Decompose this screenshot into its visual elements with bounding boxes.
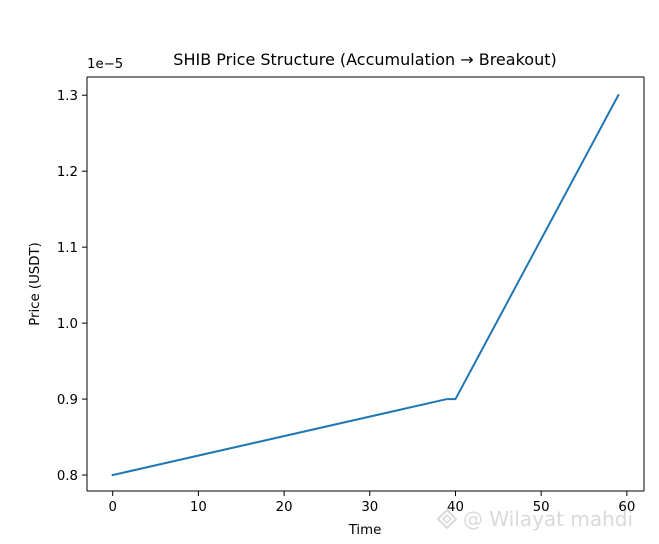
x-axis-ticks: 0 10 20 30 40 50 60 xyxy=(108,491,635,515)
watermark-text: @ Wilayat mahdi xyxy=(463,507,633,531)
chart-title: SHIB Price Structure (Accumulation → Bre… xyxy=(173,50,556,69)
y-axis-ticks: 0.8 0.9 1.0 1.1 1.2 1.3 xyxy=(57,89,87,484)
y-offset-label: 1e−5 xyxy=(87,57,123,72)
axes-frame xyxy=(86,76,645,492)
x-tick-label: 10 xyxy=(190,500,207,515)
y-tick-label: 0.8 xyxy=(57,469,78,484)
y-tick-label: 1.2 xyxy=(57,165,78,180)
y-tick-label: 0.9 xyxy=(57,393,78,408)
x-tick-label: 0 xyxy=(108,500,116,515)
x-tick-label: 40 xyxy=(447,500,464,515)
watermark-logo-icon xyxy=(436,508,458,530)
x-axis-label: Time xyxy=(348,523,382,538)
y-tick-label: 1.1 xyxy=(57,241,78,256)
watermark: @ Wilayat mahdi xyxy=(436,507,633,531)
plot-area xyxy=(87,77,644,491)
y-tick-label: 1.3 xyxy=(57,89,78,104)
y-axis-label: Price (USDT) xyxy=(28,242,43,326)
x-tick-label: 60 xyxy=(618,500,635,515)
x-tick-label: 30 xyxy=(361,500,378,515)
series-line-0 xyxy=(111,93,620,477)
x-tick-label: 20 xyxy=(276,500,293,515)
series-layer xyxy=(111,93,620,477)
y-tick-label: 1.0 xyxy=(57,317,78,332)
x-tick-label: 50 xyxy=(533,500,550,515)
